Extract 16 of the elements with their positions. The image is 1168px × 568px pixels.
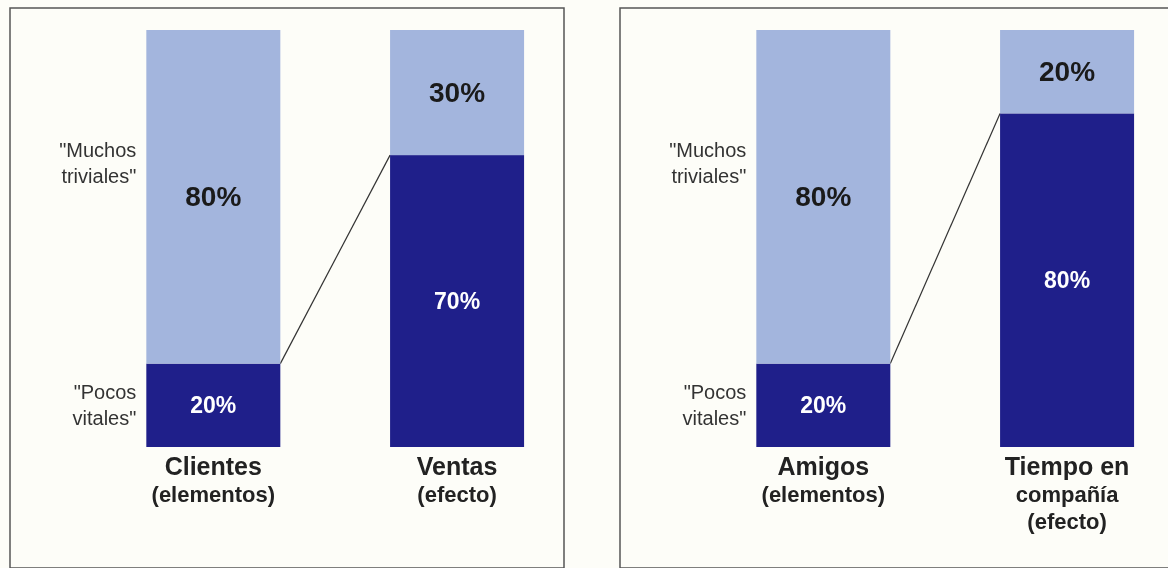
- data-label: 70%: [434, 288, 481, 315]
- x-tick-label: Clientes (elementos): [151, 452, 276, 507]
- series-label: "Pocos vitales": [72, 381, 137, 430]
- series-label: "Muchos triviales": [669, 139, 747, 188]
- x-tick-label: Ventas (efecto): [416, 452, 498, 507]
- x-tick-label: Tiempo en compañía (efecto): [1004, 452, 1130, 534]
- data-label: 80%: [185, 181, 242, 213]
- data-label: 20%: [800, 392, 847, 419]
- series-label: "Pocos vitales": [682, 381, 747, 430]
- data-label: 80%: [1044, 267, 1091, 294]
- data-label: 80%: [795, 181, 852, 213]
- x-tick-label: Amigos (elementos): [761, 452, 886, 507]
- series-label: "Muchos triviales": [59, 139, 137, 188]
- data-label: 20%: [190, 392, 237, 419]
- data-label: 30%: [429, 77, 486, 109]
- data-label: 20%: [1039, 56, 1096, 88]
